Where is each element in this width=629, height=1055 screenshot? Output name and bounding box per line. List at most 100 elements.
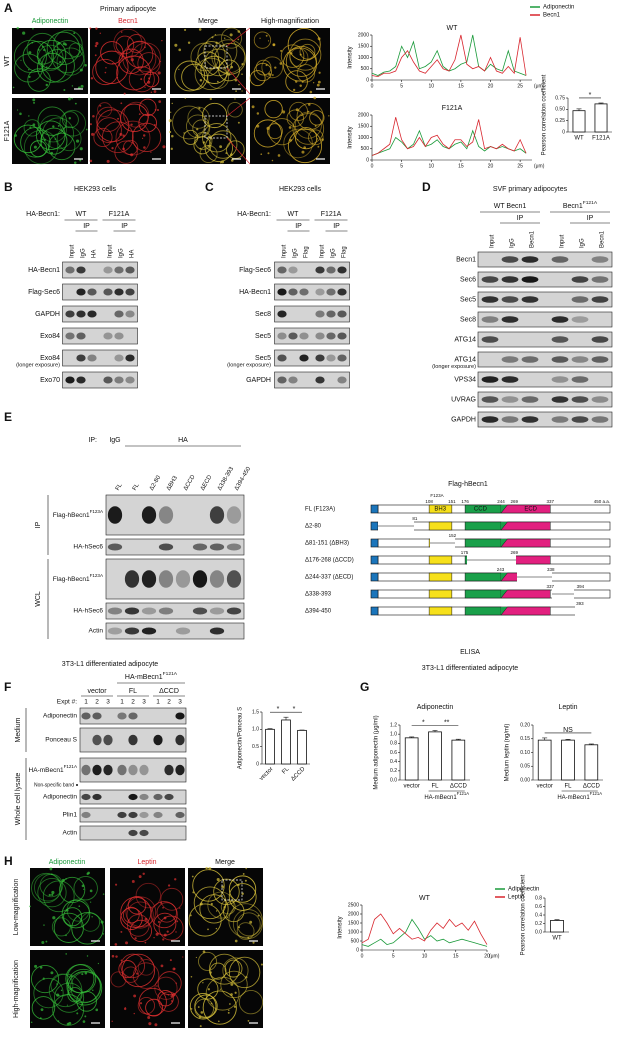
section-label: IP — [35, 521, 42, 528]
expt-number: 3 — [178, 699, 182, 706]
lane-label: IgG — [81, 248, 87, 258]
x-tick-label: 5 — [392, 953, 395, 959]
expt-number: 1 — [84, 699, 88, 706]
micrograph — [12, 98, 88, 164]
y-tick-label: 1.2 — [390, 722, 397, 728]
micrograph-dot — [76, 1012, 78, 1014]
lane-label: Becn1 — [600, 230, 606, 248]
residue-mark: 243 — [497, 567, 505, 572]
residue-mark: 152 — [449, 533, 457, 538]
micrograph-dot — [161, 965, 164, 968]
micrograph-dot — [95, 42, 98, 45]
blot-band — [193, 570, 207, 588]
micrograph-dot — [179, 907, 180, 908]
flag-tag — [371, 539, 378, 547]
row-label: Actin — [63, 830, 78, 837]
micrograph-dot — [238, 84, 240, 86]
blot-band — [277, 310, 286, 317]
micrograph-dot — [268, 73, 271, 76]
micrograph-dot — [293, 89, 295, 91]
blot-band — [502, 316, 519, 323]
x-tick-label: FL — [431, 784, 439, 790]
bar — [595, 104, 607, 132]
blot-band — [552, 256, 569, 263]
micrograph-dot — [234, 1006, 236, 1008]
micrograph-dot — [212, 36, 214, 38]
micrograph-dot — [203, 141, 205, 143]
bar — [298, 730, 307, 764]
micrograph-dot — [247, 937, 249, 939]
blot-band — [502, 296, 519, 303]
blot-band — [315, 310, 324, 317]
micrograph-dot — [158, 71, 161, 74]
blot-band — [227, 570, 241, 588]
micrograph-dot — [261, 963, 263, 965]
label-text: Becn1 — [563, 203, 583, 210]
micrograph-dot — [245, 880, 247, 882]
micrograph-dot — [90, 890, 93, 893]
micrograph-dot — [75, 103, 77, 105]
micrograph-dot — [223, 906, 225, 908]
section-label: Medium — [15, 717, 22, 742]
blot-band — [315, 266, 324, 273]
micrograph-dot — [280, 50, 282, 52]
bar — [452, 740, 465, 780]
micrograph-dot — [207, 929, 209, 931]
chart-title: WT — [419, 895, 431, 902]
blot-band — [128, 712, 137, 719]
micrograph-dot — [67, 1005, 68, 1006]
legend-label: Becn1 — [543, 13, 561, 19]
blot-band — [592, 336, 609, 343]
construct-label: Δ394-450 — [305, 609, 332, 615]
label-text: Flag-hBecn1 — [53, 512, 90, 519]
blot-band — [108, 543, 122, 550]
blot-band — [128, 765, 137, 776]
profile-line — [372, 117, 526, 155]
y-tick-label: 2000 — [358, 112, 369, 118]
row-label: Sec8 — [460, 316, 476, 323]
micrograph-dot — [234, 999, 236, 1001]
micrograph-dot — [230, 33, 233, 36]
micrograph-dot — [139, 56, 140, 57]
construct-label: HA-Becn1: — [237, 211, 271, 218]
chart-title: WT — [447, 25, 459, 32]
micrograph-dot — [124, 93, 126, 95]
lane-label: IgG — [510, 238, 516, 248]
lane-label: IgG — [580, 238, 586, 248]
micrograph-dot — [178, 49, 181, 52]
micrograph-dot — [300, 65, 302, 67]
micrograph-dot — [297, 139, 298, 140]
blot-band — [125, 354, 134, 361]
construct-label: Δ244-337 (ΔECD) — [305, 575, 353, 581]
micrograph-dot — [230, 993, 233, 996]
domain-label: BH3 — [434, 507, 446, 513]
micrograph-dot — [319, 72, 321, 74]
micrograph-dot — [158, 921, 160, 923]
y-tick-label: 0.00 — [520, 777, 530, 783]
micrograph-dot — [42, 139, 43, 140]
x-tick-label: 25 — [517, 163, 523, 169]
blot-band — [277, 332, 286, 339]
micrograph-dot — [111, 147, 113, 149]
micrograph-dot — [198, 107, 200, 109]
expt-number: 2 — [167, 699, 171, 706]
micrograph-dot — [20, 60, 21, 61]
micrograph-dot — [173, 967, 176, 970]
micrograph-dot — [164, 917, 167, 920]
blot-band — [103, 332, 112, 339]
bh3-domain — [429, 556, 452, 564]
section-label: WCL — [35, 591, 42, 607]
blot-band — [337, 376, 346, 383]
blot-band — [572, 296, 589, 303]
row-label: Low-magnification — [13, 879, 20, 936]
micrograph-dot — [121, 31, 123, 33]
superscript: F121A — [163, 671, 178, 677]
micrograph-dot — [274, 66, 276, 68]
micrograph-dot — [40, 1017, 42, 1019]
micrograph-dot — [245, 976, 247, 978]
blot-band — [175, 812, 184, 818]
micrograph-dot — [46, 84, 48, 86]
micrograph-dot — [203, 950, 206, 953]
micrograph-dot — [228, 1010, 229, 1011]
lane-label: ΔBH3 — [166, 475, 179, 492]
